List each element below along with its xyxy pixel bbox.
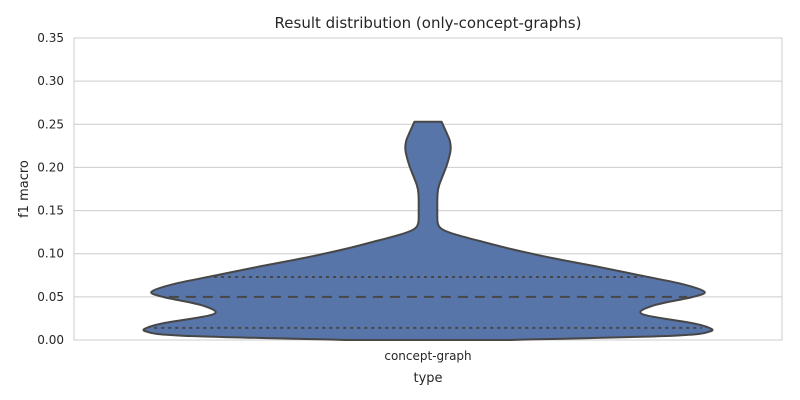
x-tick-label: concept-graph	[384, 349, 471, 363]
y-tick-label: 0.00	[37, 333, 64, 347]
x-tick-labels: concept-graph	[384, 349, 471, 363]
y-tick-label: 0.05	[37, 290, 64, 304]
y-axis-label: f1 macro	[17, 160, 32, 218]
y-tick-label: 0.10	[37, 247, 64, 261]
violin-layer	[142, 120, 714, 341]
y-tick-label: 0.25	[37, 117, 64, 131]
y-tick-label: 0.35	[37, 31, 64, 45]
chart-title: Result distribution (only-concept-graphs…	[275, 14, 582, 32]
y-tick-labels: 0.00 0.05 0.10 0.15 0.20 0.25 0.30 0.35	[37, 31, 64, 347]
y-tick-label: 0.15	[37, 204, 64, 218]
y-tick-label: 0.20	[37, 160, 64, 174]
y-tick-label: 0.30	[37, 74, 64, 88]
x-axis-label: type	[413, 371, 442, 386]
violin-body	[142, 120, 714, 341]
